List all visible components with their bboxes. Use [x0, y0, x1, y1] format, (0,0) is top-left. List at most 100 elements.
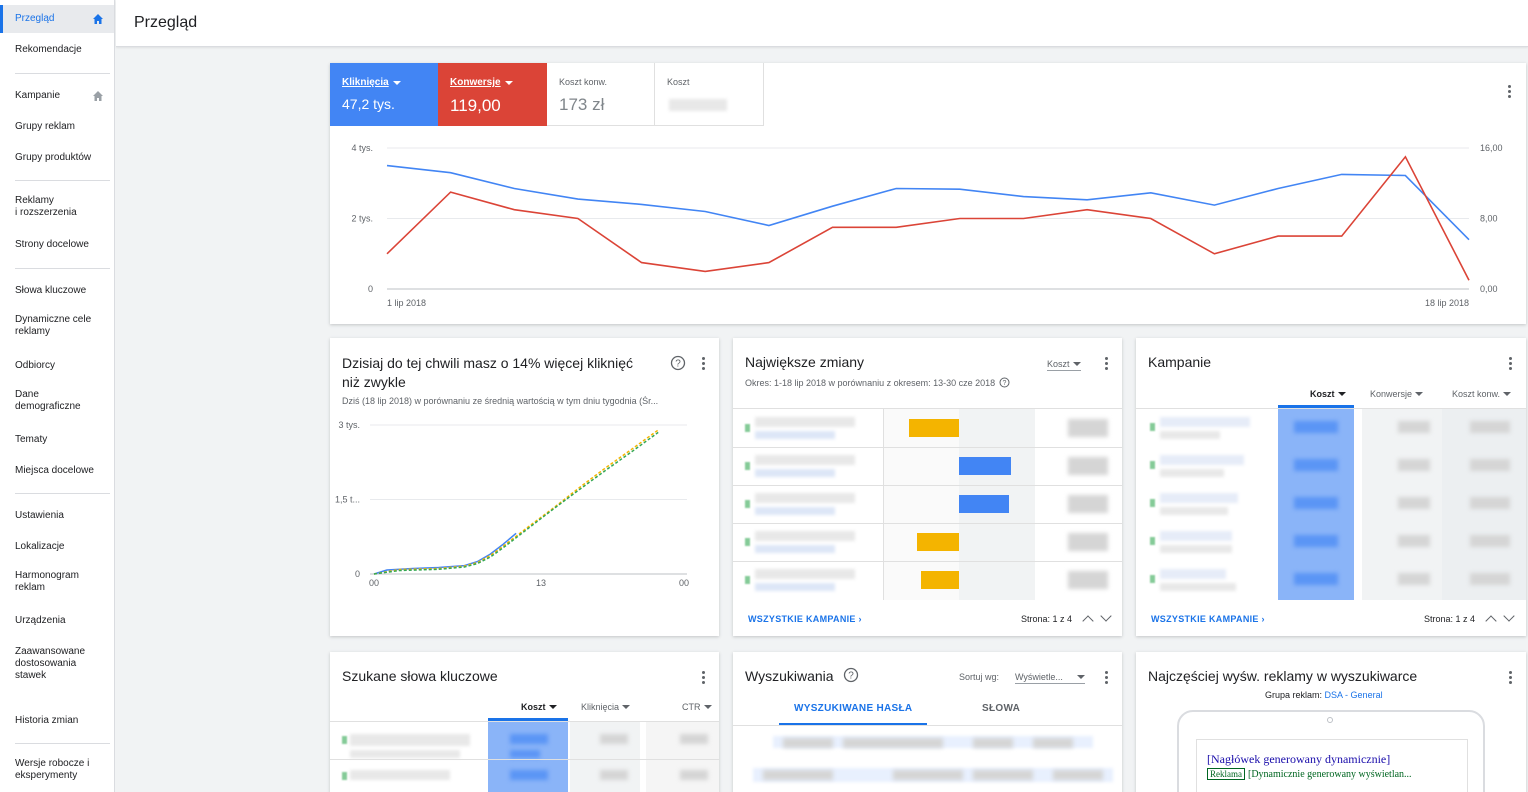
insight-subtitle: Dziś (18 lip 2018) w porównaniu ze średn…: [342, 396, 659, 406]
sidebar-item-przeglad[interactable]: Przegląd: [0, 5, 114, 33]
col-header-clicks[interactable]: Kliknięcia: [581, 702, 631, 712]
campaign-name-redacted: [1160, 569, 1226, 579]
tab-keywords[interactable]: SŁOWA: [982, 703, 1021, 714]
table-divider: [1136, 408, 1526, 409]
sidebar-item-dynamiczne-cele-reklamy[interactable]: Dynamiczne cele reklamy: [0, 308, 114, 344]
sidebar-item-grupy-produktow[interactable]: Grupy produktów: [0, 144, 114, 172]
col-header-conversions[interactable]: Konwersje: [1370, 389, 1424, 399]
metric-conversions[interactable]: Konwersje 119,00: [438, 63, 547, 126]
sidebar-divider: [15, 743, 110, 744]
sidebar-item-grupy-reklam[interactable]: Grupy reklam: [0, 113, 114, 141]
y2-axis-tick-label: 0,00: [1480, 284, 1498, 294]
keyword-redacted: [350, 734, 470, 746]
dropdown-arrow-icon: [703, 705, 712, 709]
help-icon[interactable]: ?: [843, 667, 859, 683]
metric-clicks[interactable]: Kliknięcia 47,2 tys.: [330, 63, 438, 126]
keyword-redacted: [350, 750, 460, 758]
table-divider: [733, 725, 1122, 726]
keywords-title: Szukane słowa kluczowe: [342, 668, 498, 684]
sidebar-item-historia-zmian[interactable]: Historia zmian: [0, 707, 114, 735]
sidebar-item-label: Przegląd: [15, 13, 55, 24]
value-redacted: [1470, 497, 1510, 509]
phone-speaker: [1327, 717, 1333, 723]
tab-search-terms[interactable]: WYSZUKIWANE HASŁA: [794, 703, 913, 714]
chevron-down-icon[interactable]: [1503, 610, 1515, 622]
changes-filter-dropdown[interactable]: Koszt: [1047, 359, 1081, 371]
sidebar-item-label: Rekomendacje: [15, 44, 82, 55]
help-icon[interactable]: ?: [670, 355, 686, 371]
more-options-icon[interactable]: [1507, 85, 1511, 99]
status-dot: [1150, 499, 1155, 507]
sidebar-item-harmonogram-reklam[interactable]: Harmonogram reklam: [0, 564, 114, 600]
value-redacted: [680, 770, 708, 780]
table-divider: [330, 721, 719, 722]
metric-clicks-value: 47,2 tys.: [342, 96, 395, 112]
sidebar-item-odbiorcy[interactable]: Odbiorcy: [0, 352, 114, 380]
x-axis-end-label: 18 lip 2018: [1425, 298, 1469, 308]
value-redacted: [1398, 535, 1430, 547]
col-header-cost[interactable]: Koszt: [521, 702, 557, 712]
help-icon[interactable]: ?: [999, 377, 1010, 388]
x-axis-tick-label: 13: [536, 578, 546, 588]
value-redacted: [843, 738, 943, 748]
sidebar-item-rekomendacje[interactable]: Rekomendacje: [0, 36, 114, 64]
metric-cost-value-redacted: [669, 99, 727, 111]
y2-axis-tick-label: 16,00: [1480, 143, 1503, 153]
searches-title: Wyszukiwania: [745, 668, 834, 684]
more-options-icon[interactable]: [1508, 357, 1512, 371]
more-options-icon[interactable]: [701, 357, 705, 371]
status-dot: [342, 736, 347, 744]
value-redacted: [600, 734, 628, 744]
sidebar-item-urzadzenia[interactable]: Urządzenia: [0, 607, 114, 635]
sidebar-item-tematy[interactable]: Tematy: [0, 426, 114, 454]
x-axis-start-label: 1 lip 2018: [387, 298, 426, 308]
metric-cost-per-conv[interactable]: Koszt konw. 173 zł: [547, 63, 655, 126]
sidebar-item-label: Strony docelowe: [15, 239, 89, 250]
value-redacted: [1398, 573, 1430, 585]
search-keywords-card: Szukane słowa kluczowe Koszt Kliknięcia …: [330, 652, 719, 792]
campaign-name-redacted: [755, 507, 835, 515]
sidebar-item-ustawienia[interactable]: Ustawienia: [0, 502, 114, 530]
value-redacted: [1294, 535, 1338, 547]
all-campaigns-link[interactable]: WSZYSTKIE KAMPANIE ›: [1151, 614, 1265, 624]
col-header-ctr[interactable]: CTR: [682, 702, 712, 712]
more-options-icon[interactable]: [1104, 671, 1108, 685]
bar-increase: [959, 495, 1009, 513]
campaigns-title: Kampanie: [1148, 354, 1212, 370]
ad-headline[interactable]: [Nagłówek generowany dynamicznie]: [1207, 752, 1391, 766]
sidebar-item-wersje-robocze-i-eksperymenty[interactable]: Wersje robocze i eksperymenty: [0, 752, 114, 788]
col-header-cost[interactable]: Koszt: [1310, 389, 1346, 399]
sidebar-item-slowa-kluczowe[interactable]: Słowa kluczowe: [0, 277, 114, 305]
sidebar-item-dane-demograficzne[interactable]: Dane demograficzne: [0, 383, 114, 419]
sidebar-item-lokalizacje[interactable]: Lokalizacje: [0, 533, 114, 561]
y-axis-tick-label: 2 tys.: [351, 214, 373, 224]
keyword-redacted: [350, 770, 450, 780]
grey-column-ctr: [646, 721, 719, 792]
table-divider: [733, 561, 1122, 562]
sidebar-item-kampanie[interactable]: Kampanie: [0, 82, 114, 110]
more-options-icon[interactable]: [1508, 671, 1512, 685]
sidebar-item-label: Odbiorcy: [15, 360, 56, 371]
sidebar-item-reklamy-i-rozszerzenia[interactable]: Reklamy i rozszerzenia: [0, 189, 114, 225]
chevron-down-icon[interactable]: [1100, 610, 1112, 622]
dropdown-arrow-icon: [504, 80, 513, 85]
chevron-up-icon[interactable]: [1485, 615, 1497, 627]
x-axis-tick-label: 00: [679, 578, 689, 588]
page-title: Przegląd: [134, 14, 198, 31]
status-dot: [1150, 461, 1155, 469]
sort-dropdown[interactable]: Wyświetle...: [1015, 672, 1085, 684]
more-options-icon[interactable]: [1104, 357, 1108, 371]
chevron-up-icon[interactable]: [1082, 615, 1094, 627]
all-campaigns-link[interactable]: WSZYSTKIE KAMPANIE ›: [748, 614, 862, 624]
sidebar-item-miejsca-docelowe[interactable]: Miejsca docelowe: [0, 457, 114, 485]
insight-card: Dzisiaj do tej chwili masz o 14% więcej …: [330, 338, 719, 636]
value-redacted: [1294, 421, 1338, 433]
metric-cost-per-conv-value: 173 zł: [559, 95, 605, 114]
col-header-cost-per-conv[interactable]: Koszt konw.: [1452, 389, 1512, 399]
sidebar-item-strony-docelowe[interactable]: Strony docelowe: [0, 231, 114, 259]
metric-cost[interactable]: Koszt: [655, 63, 764, 126]
value-redacted: [763, 770, 833, 780]
ad-group-link[interactable]: DSA - General: [1324, 690, 1383, 700]
sidebar-item-zaawansowane-dostosowania-stawek[interactable]: Zaawansowane dostosowania stawek: [0, 640, 114, 688]
more-options-icon[interactable]: [701, 671, 705, 685]
